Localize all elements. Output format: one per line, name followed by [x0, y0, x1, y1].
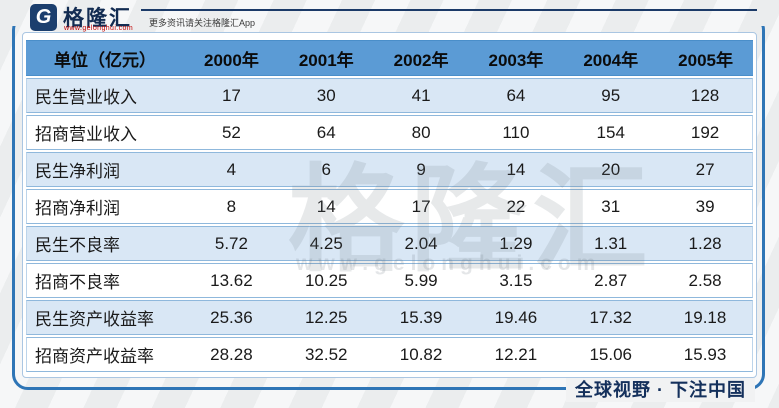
table-row: 招商资产收益率 28.28 32.52 10.82 12.21 15.06 15.93: [26, 337, 753, 372]
value-cell: 8: [184, 189, 279, 224]
value-cell: 10.82: [373, 337, 469, 372]
value-cell: 28.28: [184, 337, 279, 372]
value-cell: 52: [184, 115, 279, 150]
value-cell: 4: [184, 152, 279, 187]
header-year-cell: 2005年: [658, 40, 753, 76]
value-cell: 1.31: [563, 226, 659, 261]
value-cell: 1.28: [658, 226, 753, 261]
value-cell: 41: [373, 78, 469, 113]
value-cell: 6: [278, 152, 374, 187]
value-cell: 39: [658, 189, 753, 224]
value-cell: 80: [373, 115, 469, 150]
row-label: 招商营业收入: [26, 115, 184, 150]
gelonghui-logo-icon: G: [30, 4, 57, 31]
value-cell: 15.93: [658, 337, 753, 372]
value-cell: 64: [468, 78, 564, 113]
comparison-table: 单位（亿元） 2000年 2001年 2002年 2003年 2004年 2005年 民生营…: [26, 38, 753, 374]
value-cell: 17.32: [563, 300, 659, 335]
value-cell: 2.87: [563, 263, 659, 298]
value-cell: 19.46: [468, 300, 564, 335]
value-cell: 30: [278, 78, 374, 113]
value-cell: 19.18: [658, 300, 753, 335]
value-cell: 25.36: [184, 300, 279, 335]
header-year-cell: 2000年: [184, 40, 279, 76]
top-bar: [0, 0, 779, 26]
value-cell: 64: [278, 115, 374, 150]
value-cell: 192: [658, 115, 753, 150]
value-cell: 14: [468, 152, 564, 187]
value-cell: 14: [278, 189, 374, 224]
footer-slogan: 全球视野 · 下注中国: [566, 378, 755, 402]
table-row: 民生净利润 4 6 9 14 20 27: [26, 152, 753, 187]
value-cell: 10.25: [278, 263, 374, 298]
value-cell: 2.04: [373, 226, 469, 261]
value-cell: 5.72: [184, 226, 279, 261]
row-label: 民生营业收入: [26, 78, 184, 113]
table-row: 招商净利润 8 14 17 22 31 39: [26, 189, 753, 224]
brand-tagline: 更多资讯请关注格隆汇App: [149, 18, 256, 28]
value-cell: 13.62: [184, 263, 279, 298]
table-body: 民生营业收入 17 30 41 64 95 128 招商营业收入 52 64 80 110 154 192…: [26, 78, 753, 372]
table-row: 民生不良率 5.72 4.25 2.04 1.29 1.31 1.28: [26, 226, 753, 261]
value-cell: 95: [563, 78, 659, 113]
header-year-cell: 2002年: [373, 40, 469, 76]
row-label: 招商净利润: [26, 189, 184, 224]
value-cell: 15.06: [563, 337, 659, 372]
header-row: 单位（亿元） 2000年 2001年 2002年 2003年 2004年 2005年: [26, 40, 753, 76]
row-label: 民生净利润: [26, 152, 184, 187]
row-label: 招商不良率: [26, 263, 184, 298]
value-cell: 32.52: [278, 337, 374, 372]
value-cell: 22: [468, 189, 564, 224]
value-cell: 110: [468, 115, 564, 150]
header-unit-cell: 单位（亿元）: [26, 40, 184, 76]
value-cell: 1.29: [468, 226, 564, 261]
row-label: 招商资产收益率: [26, 337, 184, 372]
table-row: 招商营业收入 52 64 80 110 154 192: [26, 115, 753, 150]
header-year-cell: 2004年: [563, 40, 659, 76]
brand-name: 格隆汇: [63, 7, 132, 30]
table-header: 单位（亿元） 2000年 2001年 2002年 2003年 2004年 2005年: [26, 40, 753, 76]
table-row: 民生资产收益率 25.36 12.25 15.39 19.46 17.32 19.18: [26, 300, 753, 335]
value-cell: 4.25: [278, 226, 374, 261]
value-cell: 17: [373, 189, 469, 224]
value-cell: 31: [563, 189, 659, 224]
value-cell: 12.25: [278, 300, 374, 335]
row-label: 民生不良率: [26, 226, 184, 261]
value-cell: 128: [658, 78, 753, 113]
value-cell: 3.15: [468, 263, 564, 298]
value-cell: 27: [658, 152, 753, 187]
top-divider-line: [141, 9, 757, 11]
value-cell: 12.21: [468, 337, 564, 372]
table-row: 招商不良率 13.62 10.25 5.99 3.15 2.87 2.58: [26, 263, 753, 298]
value-cell: 154: [563, 115, 659, 150]
header-year-cell: 2001年: [278, 40, 374, 76]
row-label: 民生资产收益率: [26, 300, 184, 335]
value-cell: 15.39: [373, 300, 469, 335]
value-cell: 17: [184, 78, 279, 113]
header-year-cell: 2003年: [468, 40, 564, 76]
value-cell: 5.99: [373, 263, 469, 298]
brand-website: www.gelonghui.com: [64, 25, 134, 32]
table-row: 民生营业收入 17 30 41 64 95 128: [26, 78, 753, 113]
value-cell: 9: [373, 152, 469, 187]
value-cell: 20: [563, 152, 659, 187]
value-cell: 2.58: [658, 263, 753, 298]
